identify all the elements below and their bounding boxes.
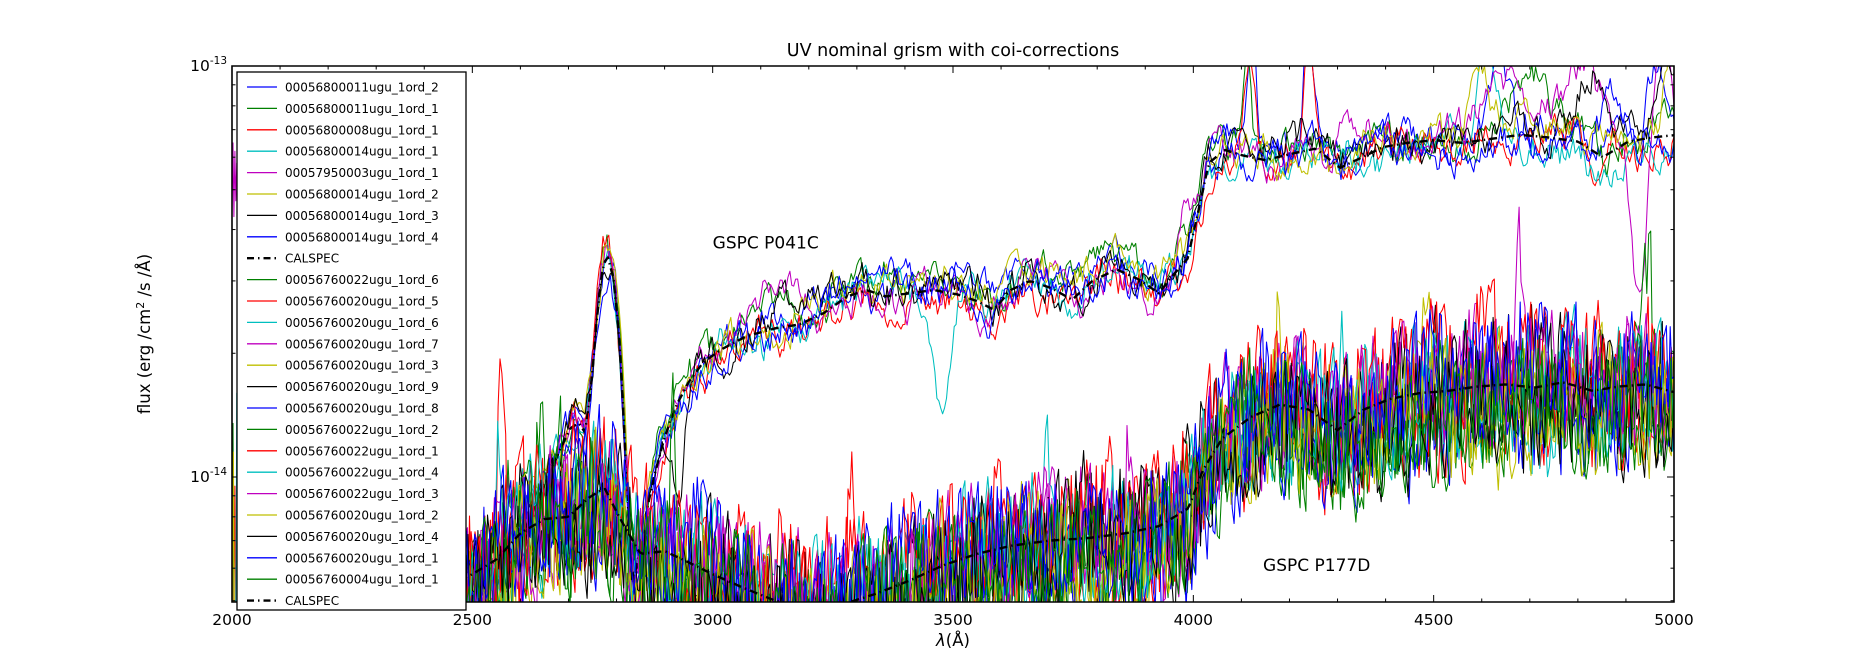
legend-label: 00056760020ugu_1ord_4 <box>285 530 439 544</box>
x-tick-label: 4500 <box>1414 611 1453 629</box>
legend-entry: 00056760020ugu_1ord_8 <box>247 402 439 416</box>
legend-entry: 00056760020ugu_1ord_4 <box>247 530 439 544</box>
chart-title: UV nominal grism with coi-corrections <box>787 41 1119 61</box>
legend-entry: 00056800008ugu_1ord_1 <box>247 123 439 137</box>
x-axis-label: λ(Å) <box>935 631 970 650</box>
legend-label: 00056760020ugu_1ord_5 <box>285 295 439 309</box>
series-line-00056760020ugu_1ord_4 <box>448 318 1674 602</box>
legend-label: 00056760004ugu_1ord_1 <box>285 573 439 587</box>
series-line-00056800014ugu_1ord_1 <box>464 66 1674 602</box>
legend: 00056800011ugu_1ord_2 00056800011ugu_1ord… <box>236 71 467 611</box>
legend-entry: CALSPEC <box>247 594 339 608</box>
legend-entry: 00056760022ugu_1ord_1 <box>247 444 439 458</box>
legend-entry: 00056760020ugu_1ord_5 <box>247 295 439 309</box>
x-tick-label: 5000 <box>1654 611 1693 629</box>
x-tick-label: 2500 <box>453 611 492 629</box>
legend-label: 00056760020ugu_1ord_9 <box>285 380 439 394</box>
legend-entry: 00056760020ugu_1ord_7 <box>247 337 439 351</box>
x-tick-label: 3000 <box>693 611 732 629</box>
y-axis-label: flux (erg /cm2 /s /Å) <box>134 254 154 414</box>
legend-label: 00056760020ugu_1ord_6 <box>285 316 439 330</box>
legend-entry: 00056760020ugu_1ord_6 <box>247 316 439 330</box>
legend-entry: 00056800014ugu_1ord_1 <box>247 145 439 159</box>
legend-label: 00056800014ugu_1ord_1 <box>285 145 439 159</box>
legend-label: 00056760022ugu_1ord_6 <box>285 273 439 287</box>
y-tick-label: 10-14 <box>190 466 227 486</box>
series-line-00056800008ugu_1ord_1 <box>462 66 1674 602</box>
legend-entry: 00057950003ugu_1ord_1 <box>247 166 439 180</box>
legend-label: 00056800014ugu_1ord_3 <box>285 209 439 223</box>
annotation-gspc-p041c: GSPC P041C <box>713 233 819 253</box>
legend-box <box>236 71 467 611</box>
legend-entry: 00056760020ugu_1ord_9 <box>247 380 439 394</box>
legend-label: 00056760020ugu_1ord_7 <box>285 337 439 351</box>
legend-entry: 00056760004ugu_1ord_1 <box>247 573 439 587</box>
legend-label: 00056760022ugu_1ord_2 <box>285 423 439 437</box>
legend-entry: 00056760020ugu_1ord_3 <box>247 359 439 373</box>
x-tick-label: 2000 <box>212 611 251 629</box>
series-line-00056760004ugu_1ord_1 <box>444 332 1674 602</box>
series-line-00056760022ugu_1ord_1 <box>445 278 1674 602</box>
legend-entry: 00056760022ugu_1ord_3 <box>247 487 439 501</box>
legend-entry: 00056760020ugu_1ord_1 <box>247 551 439 565</box>
legend-label: 00056800011ugu_1ord_1 <box>285 102 439 116</box>
legend-entry: 00056760022ugu_1ord_6 <box>247 273 439 287</box>
series-lines <box>232 66 1674 602</box>
legend-label: CALSPEC <box>285 594 339 608</box>
legend-entry: 00056800011ugu_1ord_2 <box>247 81 439 95</box>
legend-label: 00056800011ugu_1ord_2 <box>285 81 439 95</box>
series-line-00056800014ugu_1ord_4 <box>452 78 1674 600</box>
legend-label: 00056760020ugu_1ord_8 <box>285 402 439 416</box>
legend-entry: CALSPEC <box>247 252 339 266</box>
y-tick-label: 10-13 <box>190 55 227 75</box>
legend-entry: 00056800014ugu_1ord_2 <box>247 188 439 202</box>
legend-label: 00056760020ugu_1ord_1 <box>285 551 439 565</box>
legend-entry: 00056800011ugu_1ord_1 <box>247 102 439 116</box>
calspec-reference-line-P041C <box>457 133 1674 602</box>
legend-label: 00056760020ugu_1ord_2 <box>285 509 439 523</box>
legend-entry: 00056800014ugu_1ord_4 <box>247 230 439 244</box>
legend-label: 00056800014ugu_1ord_2 <box>285 188 439 202</box>
axes: 2000 2500 3000 3500 4000 4500 5000 10-13 10-14 UV… <box>134 41 1694 650</box>
legend-label: 00056760022ugu_1ord_4 <box>285 466 439 480</box>
x-tick-label: 4000 <box>1174 611 1213 629</box>
legend-label: CALSPEC <box>285 252 339 266</box>
legend-entry: 00056800014ugu_1ord_3 <box>247 209 439 223</box>
legend-label: 00056760022ugu_1ord_1 <box>285 444 439 458</box>
legend-entry: 00056760022ugu_1ord_4 <box>247 466 439 480</box>
legend-label: 00056800014ugu_1ord_4 <box>285 230 439 244</box>
legend-entry: 00056760022ugu_1ord_2 <box>247 423 439 437</box>
legend-label: 00056760022ugu_1ord_3 <box>285 487 439 501</box>
calspec-reference-line-P177D <box>443 381 1674 602</box>
legend-label: 00056760020ugu_1ord_3 <box>285 359 439 373</box>
x-tick-label: 3500 <box>933 611 972 629</box>
legend-entry: 00056760020ugu_1ord_2 <box>247 509 439 523</box>
legend-label: 00056800008ugu_1ord_1 <box>285 123 439 137</box>
legend-label: 00057950003ugu_1ord_1 <box>285 166 439 180</box>
annotation-gspc-p177d: GSPC P177D <box>1263 556 1370 576</box>
